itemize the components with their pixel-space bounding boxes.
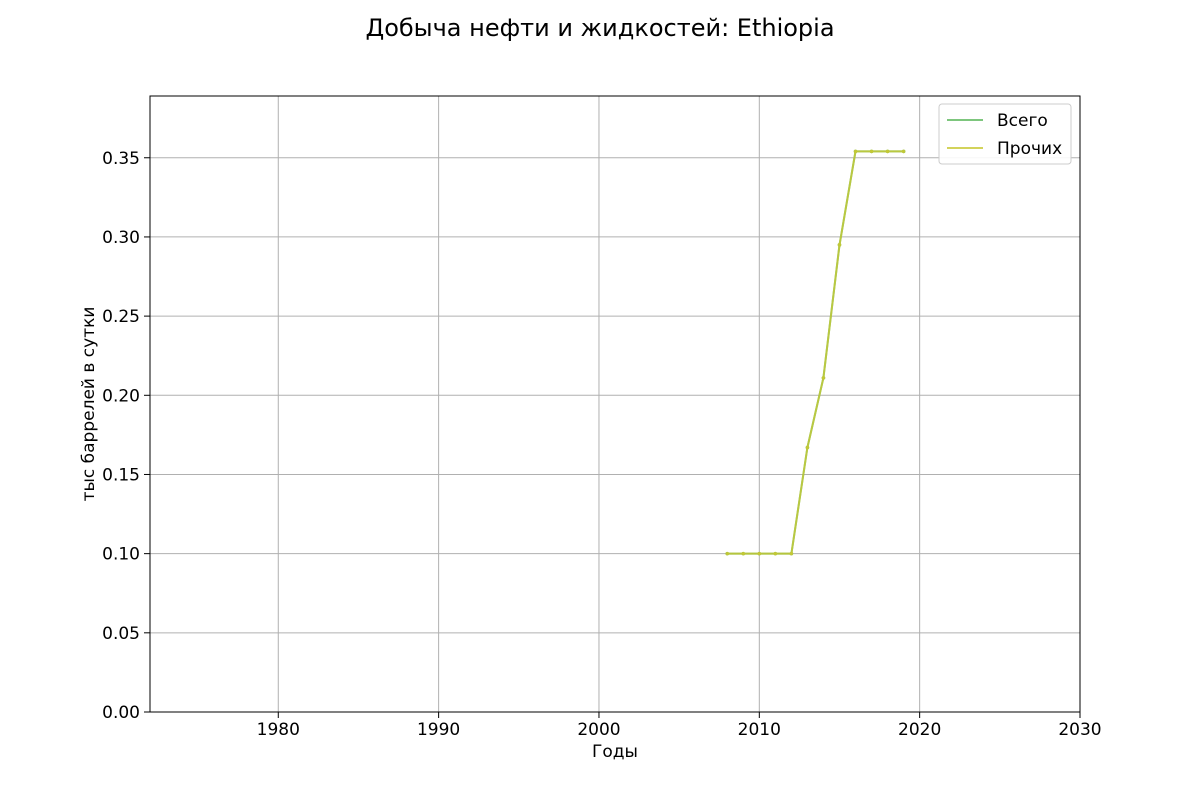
y-tick-label: 0.25 [102, 307, 140, 327]
grid-lines [150, 96, 1081, 713]
data-point [837, 243, 842, 247]
data-point [885, 149, 890, 154]
x-axis-ticks: 1980 1990 2000 2010 2020 2030 [257, 712, 1102, 740]
data-point [757, 551, 762, 556]
x-tick-label: 2020 [898, 720, 941, 740]
x-tick-label: 1980 [257, 720, 300, 740]
y-tick-label: 0.35 [102, 149, 140, 169]
y-tick-label: 0.15 [102, 465, 140, 485]
legend-label: Всего [997, 111, 1048, 131]
chart-title: Добыча нефти и жидкостей: Ethiopia [365, 14, 834, 42]
data-point [821, 376, 826, 380]
data-point [789, 551, 794, 556]
y-axis-label: тыс баррелей в сутки [79, 307, 99, 502]
series-line-1 [727, 150, 904, 555]
plot-frame [149, 95, 1081, 713]
series-line-0 [727, 150, 904, 555]
x-tick-label: 2030 [1058, 720, 1101, 740]
data-point [901, 149, 906, 154]
x-tick-label: 2010 [738, 720, 781, 740]
y-tick-label: 0.30 [102, 228, 140, 248]
data-point [853, 149, 858, 154]
legend-label: Прочих [997, 139, 1062, 159]
x-tick-label: 1990 [417, 720, 460, 740]
y-axis-ticks: 0.00 0.05 0.10 0.15 0.20 0.25 0.30 0.35 [102, 149, 150, 723]
x-tick-label: 2000 [577, 720, 620, 740]
y-tick-label: 0.00 [102, 703, 140, 723]
data-point [741, 551, 746, 556]
data-point [773, 551, 778, 556]
x-axis-label: Годы [592, 742, 638, 762]
data-point [869, 149, 874, 154]
series-layer [725, 149, 906, 556]
y-tick-label: 0.05 [102, 624, 140, 644]
legend: Всего Прочих [938, 103, 1072, 165]
y-tick-label: 0.10 [102, 545, 140, 565]
data-point [725, 551, 730, 556]
data-point [805, 445, 810, 450]
y-tick-label: 0.20 [102, 386, 140, 406]
